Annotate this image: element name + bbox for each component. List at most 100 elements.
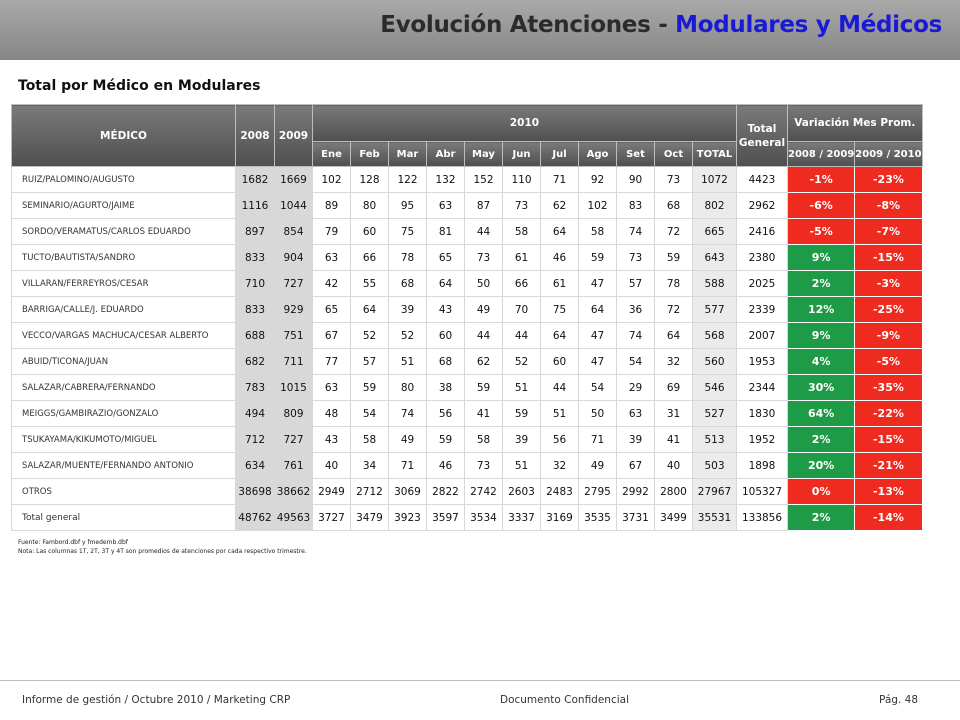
cell-month: 58 [464, 426, 503, 453]
table-row: TUCTO/BAUTISTA/SANDRO 833 904 63 66 78 65 73 61 4… [11, 244, 923, 271]
table-row: VECCO/VARGAS MACHUCA/CESAR ALBERTO 688 751… [11, 322, 923, 349]
header-var2: 2009 / 2010 [854, 141, 923, 167]
cell-medico: OTROS [11, 478, 236, 505]
cell-month: 62 [540, 192, 579, 219]
cell-var-2008-2009: 4% [786, 348, 856, 375]
cell-month: 71 [578, 426, 617, 453]
cell-month: 110 [502, 166, 541, 193]
cell-total-2010: 1072 [692, 166, 737, 193]
cell-var-2008-2009: 9% [786, 322, 856, 349]
cell-month: 52 [502, 348, 541, 375]
cell-total-general: 2380 [736, 244, 788, 271]
cell-var-2009-2010: -22% [854, 400, 923, 427]
cell-total-general: 2344 [736, 374, 788, 401]
cell-var-2009-2010: -7% [854, 218, 923, 245]
table-row: SALAZAR/MUENTE/FERNANDO ANTONIO 634 761 40 3… [11, 452, 923, 479]
header-total-2010: TOTAL [692, 141, 737, 167]
cell-month: 50 [464, 270, 503, 297]
cell-2008: 1682 [235, 166, 275, 193]
cell-medico: ABUID/TICONA/JUAN [11, 348, 236, 375]
cell-month: 72 [654, 296, 693, 323]
cell-month: 66 [502, 270, 541, 297]
month-header-row: Ene Feb Mar Abr May Jun Jul Ago Set Oct TOTAL 2008 … [12, 141, 923, 167]
cell-medico: TUCTO/BAUTISTA/SANDRO [11, 244, 236, 271]
cell-month: 32 [654, 348, 693, 375]
cell-month: 3534 [464, 504, 503, 531]
cell-month: 87 [464, 192, 503, 219]
cell-var-2009-2010: -25% [854, 296, 923, 323]
notes: Fuente: Fambord.dbf y fmedemb.dbf Nota: … [18, 538, 307, 556]
cell-total-general: 1898 [736, 452, 788, 479]
footer-left: Informe de gestión / Octubre 2010 / Mark… [22, 694, 291, 706]
cell-month: 73 [502, 192, 541, 219]
source-note: Fuente: Fambord.dbf y fmedemb.dbf [18, 539, 128, 546]
slide-title: Evolución Atenciones - Modulares y Médic… [380, 12, 942, 38]
table-body: RUIZ/PALOMINO/AUGUSTO 1682 1669 102 128 122 13… [11, 166, 923, 531]
cell-month: 2795 [578, 478, 617, 505]
cell-month: 48 [312, 400, 351, 427]
cell-total-general: 1953 [736, 348, 788, 375]
cell-month: 69 [654, 374, 693, 401]
header-month: Ago [578, 141, 617, 167]
cell-month: 47 [578, 270, 617, 297]
cell-month: 2712 [350, 478, 389, 505]
cell-month: 64 [540, 322, 579, 349]
cell-month: 64 [350, 296, 389, 323]
table-row: MEIGGS/GAMBIRAZIO/GONZALO 494 809 48 54 74 56 4… [11, 400, 923, 427]
cell-month: 71 [540, 166, 579, 193]
cell-month: 39 [616, 426, 655, 453]
cell-2009: 904 [274, 244, 313, 271]
cell-total-2010: 35531 [692, 504, 737, 531]
cell-month: 92 [578, 166, 617, 193]
cell-month: 42 [312, 270, 351, 297]
cell-month: 80 [350, 192, 389, 219]
table-row: SEMINARIO/AGURTO/JAIME 1116 1044 89 80 95 63 87… [11, 192, 923, 219]
header-2008: 2008 [235, 104, 275, 167]
cell-total-general: 2962 [736, 192, 788, 219]
cell-month: 43 [312, 426, 351, 453]
cell-month: 75 [388, 218, 427, 245]
cell-total-2010: 513 [692, 426, 737, 453]
cell-medico: TSUKAYAMA/KIKUMOTO/MIGUEL [11, 426, 236, 453]
cell-month: 54 [616, 348, 655, 375]
cell-month: 59 [578, 244, 617, 271]
cell-2009: 929 [274, 296, 313, 323]
cell-month: 59 [426, 426, 465, 453]
cell-2008: 712 [235, 426, 275, 453]
cell-month: 3727 [312, 504, 351, 531]
table-container: MÉDICO 2008 2009 2010 Total General Vari… [11, 104, 923, 531]
cell-total-2010: 577 [692, 296, 737, 323]
cell-var-2009-2010: -21% [854, 452, 923, 479]
cell-var-2008-2009: 20% [786, 452, 856, 479]
table-row: OTROS 38698 38662 2949 2712 3069 2822 2742 2603 2… [11, 478, 923, 505]
cell-total-general: 133856 [736, 504, 788, 531]
cell-month: 89 [312, 192, 351, 219]
cell-month: 74 [616, 322, 655, 349]
cell-month: 39 [388, 296, 427, 323]
medico-table: MÉDICO 2008 2009 2010 Total General Vari… [11, 104, 923, 531]
cell-month: 3597 [426, 504, 465, 531]
cell-total-general: 2007 [736, 322, 788, 349]
cell-month: 44 [502, 322, 541, 349]
cell-month: 80 [388, 374, 427, 401]
title-part-2: Modulares y Médicos [675, 12, 942, 38]
cell-2009: 1015 [274, 374, 313, 401]
header-variacion: Variación Mes Prom. [787, 104, 923, 142]
cell-month: 3731 [616, 504, 655, 531]
cell-month: 90 [616, 166, 655, 193]
cell-total-2010: 503 [692, 452, 737, 479]
cell-month: 77 [312, 348, 351, 375]
cell-month: 56 [426, 400, 465, 427]
header-2010: 2010 [312, 104, 737, 142]
cell-month: 46 [426, 452, 465, 479]
cell-month: 58 [578, 218, 617, 245]
cell-month: 44 [540, 374, 579, 401]
cell-month: 65 [426, 244, 465, 271]
cell-total-general: 105327 [736, 478, 788, 505]
header-month: May [464, 141, 503, 167]
cell-var-2008-2009: 9% [786, 244, 856, 271]
cell-month: 40 [654, 452, 693, 479]
cell-month: 152 [464, 166, 503, 193]
cell-month: 68 [388, 270, 427, 297]
cell-medico: MEIGGS/GAMBIRAZIO/GONZALO [11, 400, 236, 427]
